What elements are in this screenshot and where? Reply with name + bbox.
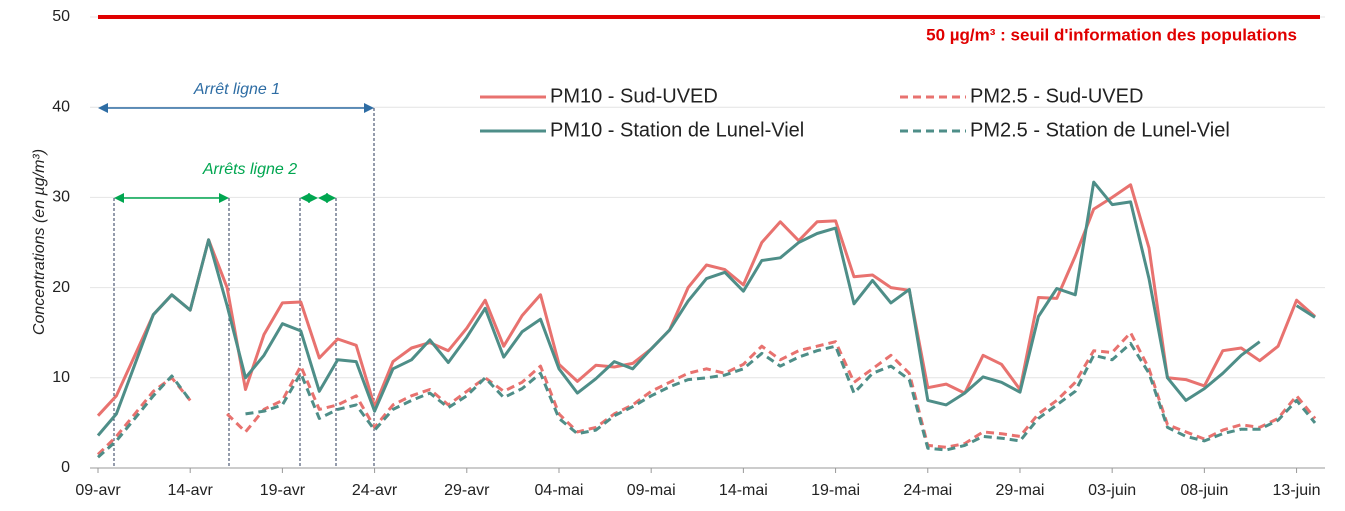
y-tick-label: 20 (52, 279, 70, 296)
legend-label: PM2.5 - Station de Lunel-Viel (970, 119, 1230, 141)
x-tick-label: 08-juin (1180, 482, 1228, 499)
legend-label: PM2.5 - Sud-UVED (970, 85, 1143, 107)
y-axis-label: Concentrations (en µg/m³) (31, 149, 48, 335)
x-tick-label: 04-mai (535, 482, 584, 499)
series-line (96, 183, 1316, 417)
x-tick-label: 09-avr (75, 482, 121, 499)
y-tick-label: 0 (61, 459, 70, 476)
arrow-head (326, 193, 336, 203)
annotation-label: Arrêt ligne 1 (193, 81, 280, 98)
arrow-head (364, 103, 374, 113)
y-tick-label: 40 (52, 98, 70, 115)
x-tick-label: 29-avr (444, 482, 490, 499)
x-tick-label: 09-mai (627, 482, 676, 499)
x-tick-label: 14-mai (719, 482, 768, 499)
x-tick-label: 14-avr (168, 482, 214, 499)
arrow-head (98, 103, 108, 113)
legend-label: PM10 - Station de Lunel-Viel (550, 119, 804, 141)
arrow-head (114, 193, 124, 203)
legend-label: PM10 - Sud-UVED (550, 85, 718, 107)
x-tick-label: 29-mai (996, 482, 1045, 499)
x-tick-label: 24-mai (903, 482, 952, 499)
arrow-head (300, 193, 310, 203)
y-tick-label: 30 (52, 189, 70, 206)
y-tick-label: 10 (52, 369, 70, 386)
y-tick-label: 50 (52, 8, 70, 25)
arrow-head (219, 193, 229, 203)
x-tick-label: 13-juin (1273, 482, 1321, 499)
annotation-label: Arrêts ligne 2 (202, 161, 297, 178)
arrow-head (308, 193, 318, 203)
series-line (97, 342, 1317, 459)
x-tick-label: 24-avr (352, 482, 398, 499)
series-line (96, 180, 1316, 437)
threshold-label: 50 µg/m³ : seuil d'information des popul… (926, 25, 1297, 44)
arrow-head (318, 193, 328, 203)
x-tick-label: 19-avr (260, 482, 306, 499)
x-tick-label: 03-juin (1088, 482, 1136, 499)
series-line (96, 331, 1317, 456)
x-tick-label: 19-mai (811, 482, 860, 499)
